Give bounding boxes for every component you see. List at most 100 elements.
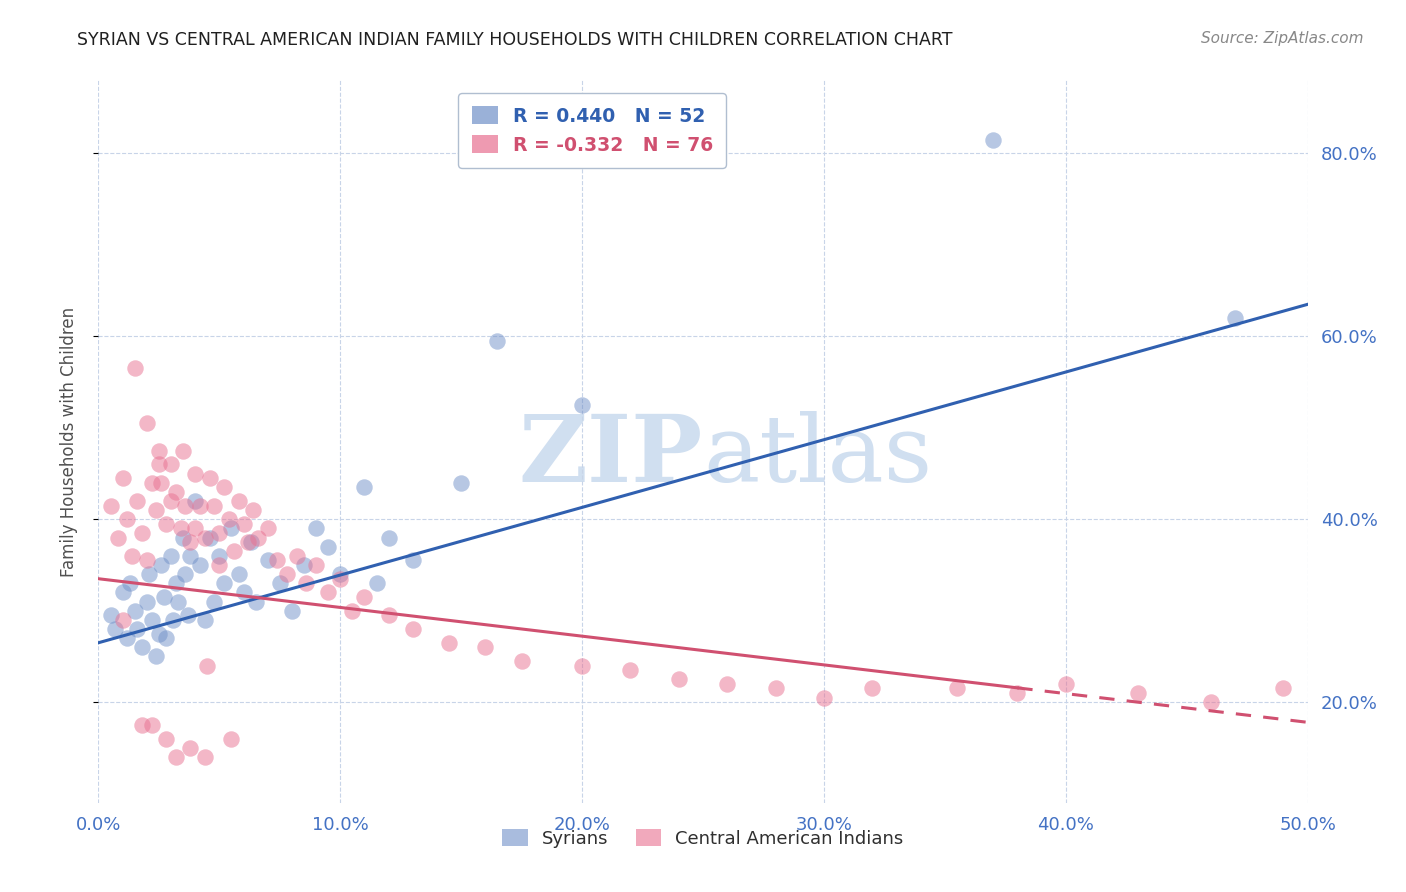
Point xyxy=(138,567,160,582)
Point xyxy=(131,640,153,655)
Point xyxy=(179,740,201,755)
Point xyxy=(269,576,291,591)
Point xyxy=(238,535,260,549)
Point xyxy=(295,576,318,591)
Point xyxy=(256,553,278,567)
Point xyxy=(198,471,221,485)
Point xyxy=(127,622,149,636)
Point xyxy=(121,549,143,563)
Point xyxy=(198,531,221,545)
Point xyxy=(169,521,191,535)
Point xyxy=(160,549,183,563)
Point xyxy=(353,480,375,494)
Point xyxy=(208,558,231,572)
Point xyxy=(184,521,207,535)
Text: Source: ZipAtlas.com: Source: ZipAtlas.com xyxy=(1201,31,1364,46)
Point xyxy=(160,494,183,508)
Point xyxy=(329,572,352,586)
Point xyxy=(155,516,177,531)
Point xyxy=(232,516,254,531)
Point xyxy=(184,467,207,481)
Point xyxy=(402,622,425,636)
Point xyxy=(619,663,641,677)
Point xyxy=(177,608,200,623)
Point xyxy=(946,681,969,696)
Point xyxy=(329,567,352,582)
Point xyxy=(135,416,157,430)
Point xyxy=(160,458,183,472)
Point xyxy=(165,576,187,591)
Point xyxy=(353,590,375,604)
Point xyxy=(194,750,217,764)
Point xyxy=(204,594,226,608)
Point xyxy=(155,631,177,645)
Point xyxy=(450,475,472,490)
Point xyxy=(135,594,157,608)
Point xyxy=(1054,677,1077,691)
Point xyxy=(179,535,201,549)
Point xyxy=(316,585,339,599)
Point xyxy=(228,567,250,582)
Point xyxy=(266,553,288,567)
Point xyxy=(148,458,170,472)
Point xyxy=(981,133,1004,147)
Point xyxy=(377,531,399,545)
Point xyxy=(245,594,267,608)
Point xyxy=(256,521,278,535)
Point xyxy=(117,512,139,526)
Point xyxy=(510,654,533,668)
Point xyxy=(127,494,149,508)
Point xyxy=(148,443,170,458)
Point xyxy=(131,526,153,541)
Point xyxy=(1007,686,1029,700)
Point xyxy=(100,608,122,623)
Point xyxy=(316,540,339,554)
Point xyxy=(247,531,270,545)
Point xyxy=(165,484,187,499)
Point xyxy=(228,494,250,508)
Point xyxy=(148,626,170,640)
Point xyxy=(281,604,304,618)
Point xyxy=(239,535,262,549)
Point xyxy=(167,594,190,608)
Point xyxy=(194,613,217,627)
Point xyxy=(117,631,139,645)
Point xyxy=(141,718,163,732)
Point xyxy=(222,544,245,558)
Point xyxy=(242,503,264,517)
Point xyxy=(437,636,460,650)
Text: SYRIAN VS CENTRAL AMERICAN INDIAN FAMILY HOUSEHOLDS WITH CHILDREN CORRELATION CH: SYRIAN VS CENTRAL AMERICAN INDIAN FAMILY… xyxy=(77,31,953,49)
Point xyxy=(232,585,254,599)
Point xyxy=(208,526,231,541)
Point xyxy=(813,690,835,705)
Point xyxy=(135,553,157,567)
Point xyxy=(179,549,201,563)
Point xyxy=(124,361,146,376)
Point xyxy=(100,499,122,513)
Text: ZIP: ZIP xyxy=(519,411,703,501)
Point xyxy=(1199,695,1222,709)
Point xyxy=(204,499,226,513)
Point xyxy=(860,681,883,696)
Point xyxy=(212,480,235,494)
Point xyxy=(716,677,738,691)
Point xyxy=(342,604,364,618)
Point xyxy=(765,681,787,696)
Point xyxy=(150,558,173,572)
Point xyxy=(111,613,134,627)
Point xyxy=(276,567,298,582)
Point xyxy=(111,585,134,599)
Point xyxy=(188,558,211,572)
Text: atlas: atlas xyxy=(703,411,932,501)
Point xyxy=(377,608,399,623)
Point xyxy=(155,731,177,746)
Y-axis label: Family Households with Children: Family Households with Children xyxy=(59,307,77,576)
Point xyxy=(172,531,194,545)
Point xyxy=(111,471,134,485)
Point xyxy=(145,649,167,664)
Point xyxy=(188,499,211,513)
Point xyxy=(571,658,593,673)
Point xyxy=(184,494,207,508)
Point xyxy=(141,475,163,490)
Point xyxy=(221,521,243,535)
